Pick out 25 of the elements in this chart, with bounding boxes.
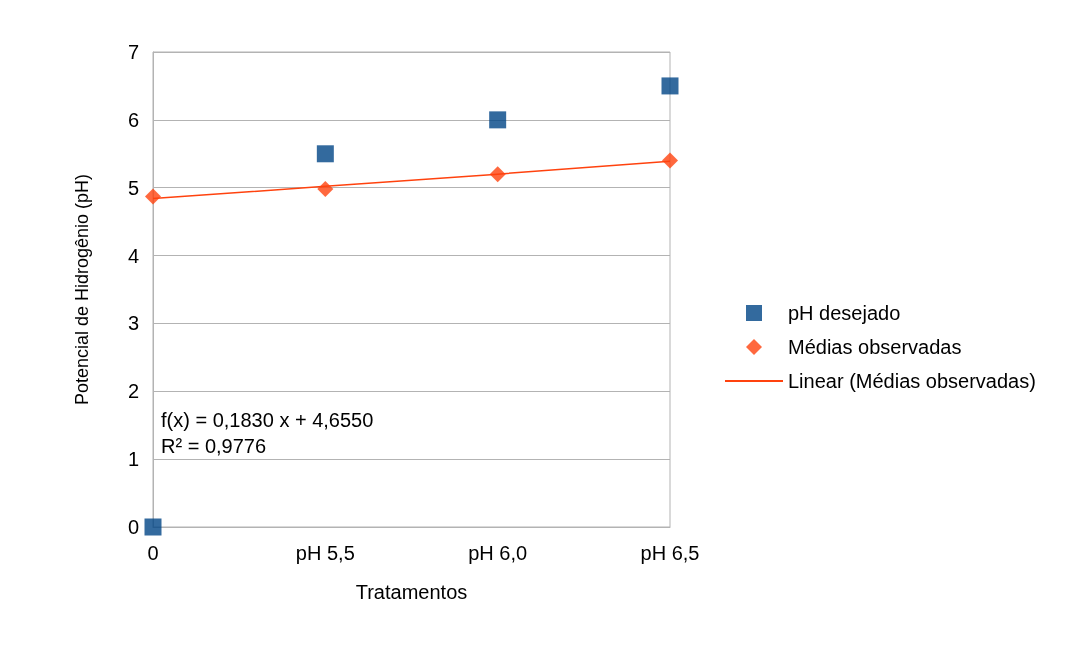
x-tick-label: pH 6,5 — [640, 542, 700, 564]
y-axis-title: Potencial de Hidrogênio (pH) — [72, 173, 92, 406]
annotation: R² = 0,9776 — [161, 435, 267, 457]
legend-label: Linear (Médias observadas) — [788, 370, 1036, 392]
point — [144, 518, 162, 536]
y-tick-label: 2 — [127, 380, 139, 403]
point — [661, 77, 679, 95]
y-tick-label: 3 — [127, 312, 139, 335]
point — [662, 152, 678, 169]
y-tick-label: 4 — [127, 244, 139, 267]
point — [316, 145, 334, 163]
annotation: f(x) = 0,1830 x + 4,6550 — [161, 409, 374, 431]
point — [145, 188, 161, 205]
y-tick-label: 1 — [127, 448, 139, 471]
point — [489, 111, 507, 129]
y-tick-label: 6 — [127, 108, 139, 131]
legend-label: Médias observadas — [788, 336, 962, 358]
y-tick-label: 0 — [127, 516, 139, 538]
x-tick-label: 0 — [147, 542, 159, 564]
legend-label: pH desejado — [788, 302, 901, 324]
x-tick-label: pH 6,0 — [468, 542, 528, 564]
y-tick-label: 5 — [127, 176, 139, 199]
x-axis-title: Tratamentos — [355, 581, 468, 603]
x-tick-label: pH 5,5 — [295, 542, 355, 564]
y-tick-label: 7 — [127, 41, 139, 63]
